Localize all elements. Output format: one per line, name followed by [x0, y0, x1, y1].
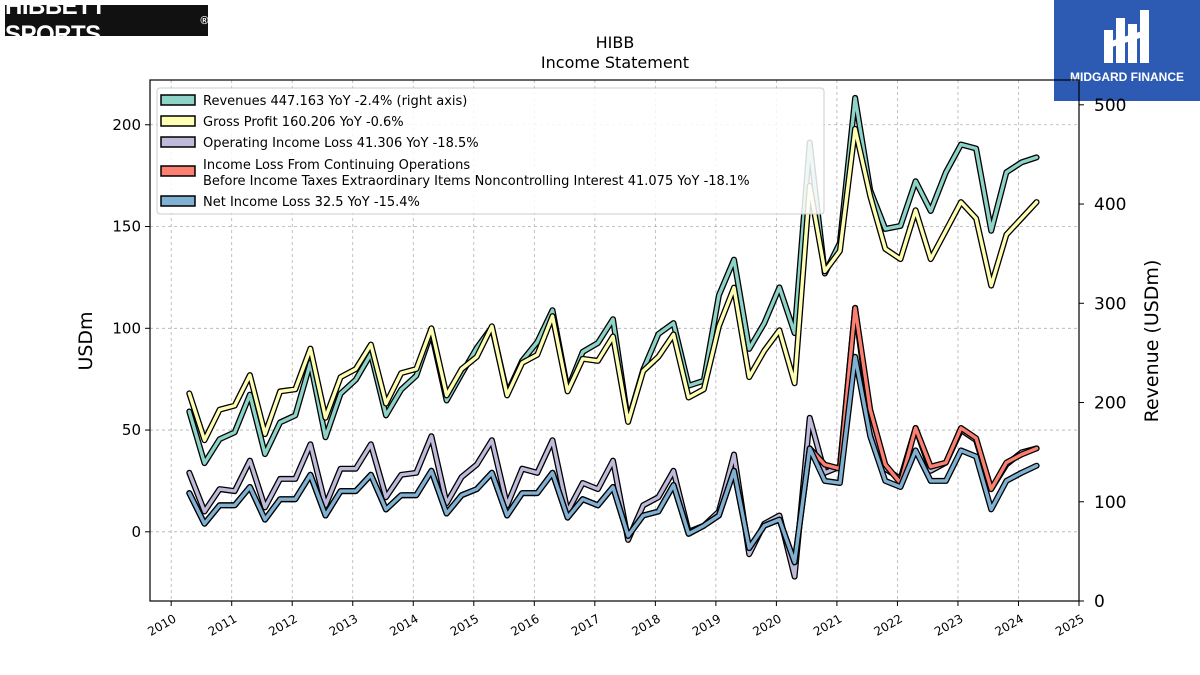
legend-label-3: Income Loss From Continuing Operations Be…	[203, 158, 750, 189]
series-line-4	[187, 355, 1039, 564]
midgard-mark-icon	[1104, 10, 1149, 63]
y-tick-label: 200	[112, 116, 141, 134]
hibbett-sports-logo: HIBBETT SPORTS ®	[5, 0, 208, 48]
x-tick-label: 2011	[206, 611, 239, 638]
y-tick-label: 50	[122, 421, 141, 439]
series-line-1	[187, 127, 1039, 442]
series-line-0	[187, 96, 1039, 465]
legend-swatch-1	[160, 115, 196, 127]
x-tick-label: 2013	[327, 611, 360, 638]
x-tick-label: 2012	[266, 611, 299, 638]
y-right-tick-label: 0	[1094, 592, 1105, 612]
y-right-tick-label: 500	[1094, 96, 1126, 116]
plot-frame	[149, 79, 1080, 602]
y-axis-right-label: Revenue (USDm)	[1141, 260, 1163, 423]
x-tick-label: 2023	[932, 611, 965, 638]
logo-left-mark: ®	[200, 14, 208, 27]
x-tick-label: 2016	[508, 611, 541, 638]
y-right-tick-label: 200	[1094, 394, 1126, 414]
legend-swatch-2	[160, 136, 196, 148]
logo-left-text: HIBBETT SPORTS	[5, 0, 106, 48]
x-tick-label: 2019	[690, 611, 723, 638]
y-right-tick-label: 400	[1094, 195, 1126, 215]
legend-label-1: Gross Profit 160.206 YoY -0.6%	[203, 115, 404, 130]
legend-label-line: Income Loss From Continuing Operations	[203, 158, 470, 173]
legend-label-2: Operating Income Loss 41.306 YoY -18.5%	[203, 136, 479, 151]
chart-subtitle: Income Statement	[541, 53, 689, 72]
legend-label-0: Revenues 447.163 YoY -2.4% (right axis)	[203, 94, 467, 109]
legend-label-4: Net Income Loss 32.5 YoY -15.4%	[203, 195, 420, 210]
y-right-tick-label: 100	[1094, 493, 1126, 513]
x-tick-label: 2014	[387, 611, 420, 638]
legend-box	[156, 87, 825, 215]
y-tick-label: 0	[131, 523, 141, 541]
x-tick-label: 2017	[569, 611, 602, 638]
x-tick-label: 2022	[871, 611, 904, 638]
legend-swatch-0	[160, 94, 196, 106]
legend-swatch-4	[160, 195, 196, 207]
y-tick-label: 150	[112, 218, 141, 236]
x-tick-label: 2025	[1053, 611, 1086, 638]
legend: Revenues 447.163 YoY -2.4% (right axis) G…	[156, 87, 825, 215]
x-tick-label: 2024	[993, 611, 1026, 638]
y-axis-label: USDm	[75, 311, 97, 370]
x-tick-label: 2010	[145, 611, 178, 638]
legend-label-line: Before Income Taxes Extraordinary Items …	[203, 174, 750, 189]
series-lines	[186, 94, 1040, 580]
x-tick-label: 2015	[448, 611, 481, 638]
y-right-tick-label: 300	[1094, 294, 1126, 314]
logo-right-text: MIDGARD FINANCE	[1070, 70, 1184, 84]
x-tick-label: 2021	[811, 611, 844, 638]
midgard-finance-logo: MIDGARD FINANCE	[1054, 0, 1200, 101]
legend-swatch-3	[160, 165, 196, 177]
x-tick-label: 2018	[629, 611, 662, 638]
y-tick-label: 100	[112, 319, 141, 337]
x-tick-label: 2020	[750, 611, 783, 638]
chart-title: HIBB	[596, 33, 635, 52]
